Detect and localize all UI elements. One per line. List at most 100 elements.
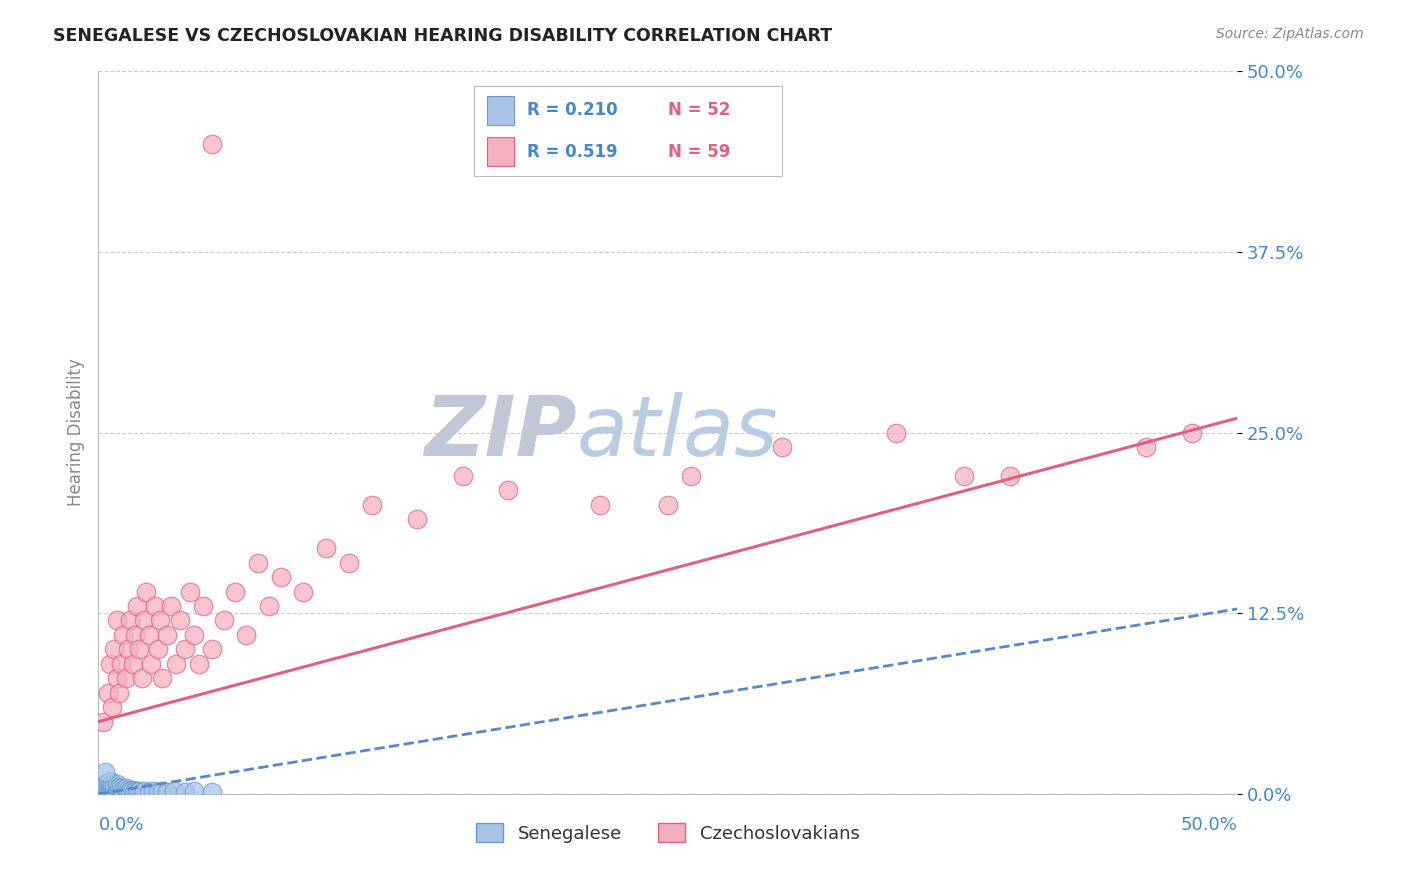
Point	[998, 469, 1021, 483]
Point	[114, 781, 136, 796]
Point	[235, 628, 257, 642]
Point	[98, 785, 121, 799]
Point	[150, 671, 173, 685]
Point	[149, 614, 172, 628]
Y-axis label: Hearing Disability: Hearing Disability	[66, 359, 84, 507]
Point	[179, 584, 201, 599]
Point	[108, 785, 131, 799]
Point	[94, 785, 117, 799]
Point	[224, 584, 246, 599]
Point	[150, 784, 173, 798]
Point	[117, 785, 139, 799]
Point	[98, 657, 121, 671]
Point	[183, 628, 205, 642]
Point	[246, 556, 269, 570]
Point	[127, 599, 149, 613]
Point	[90, 780, 112, 794]
Point	[110, 784, 132, 798]
Point	[315, 541, 337, 556]
Point	[131, 671, 153, 685]
Point	[588, 498, 610, 512]
Point	[884, 425, 907, 440]
Point	[187, 657, 209, 671]
Point	[270, 570, 292, 584]
Point	[135, 584, 157, 599]
Point	[117, 642, 139, 657]
Point	[96, 784, 118, 798]
Point	[201, 785, 224, 799]
Point	[132, 784, 155, 798]
Point	[98, 782, 121, 797]
Point	[139, 657, 162, 671]
Point	[101, 700, 124, 714]
Point	[110, 657, 132, 671]
Point	[156, 785, 179, 799]
Point	[120, 614, 142, 628]
Point	[96, 775, 118, 789]
Point	[90, 782, 112, 797]
Point	[91, 778, 114, 792]
Point	[103, 778, 125, 792]
Point	[101, 777, 124, 791]
Point	[169, 614, 191, 628]
Point	[124, 784, 146, 798]
Point	[112, 628, 135, 642]
Point	[112, 785, 135, 799]
Legend: Senegalese, Czechoslovakians: Senegalese, Czechoslovakians	[470, 816, 866, 850]
Point	[103, 785, 125, 799]
Point	[212, 614, 235, 628]
Point	[98, 778, 121, 792]
Point	[156, 628, 179, 642]
Text: atlas: atlas	[576, 392, 779, 473]
Point	[162, 784, 184, 798]
Point	[105, 777, 128, 791]
Point	[128, 642, 150, 657]
Point	[120, 784, 142, 798]
Point	[101, 784, 124, 798]
Point	[292, 584, 315, 599]
Point	[201, 642, 224, 657]
Point	[96, 686, 118, 700]
Point	[110, 781, 132, 796]
Point	[183, 784, 205, 798]
Point	[142, 784, 165, 798]
Point	[121, 657, 143, 671]
Point	[96, 780, 118, 794]
Point	[193, 599, 215, 613]
Point	[770, 440, 793, 454]
Point	[124, 628, 146, 642]
Point	[127, 785, 149, 799]
Point	[1181, 425, 1204, 440]
Point	[145, 599, 167, 613]
Point	[138, 785, 160, 799]
Text: Source: ZipAtlas.com: Source: ZipAtlas.com	[1216, 27, 1364, 41]
Point	[105, 781, 128, 796]
Point	[337, 556, 360, 570]
Point	[679, 469, 702, 483]
Text: 50.0%: 50.0%	[1181, 816, 1237, 834]
Point	[128, 784, 150, 798]
Text: 0.0%: 0.0%	[98, 816, 143, 834]
Point	[201, 136, 224, 151]
Point	[953, 469, 976, 483]
Point	[117, 782, 139, 797]
Point	[94, 765, 117, 780]
Point	[108, 782, 131, 797]
Point	[174, 785, 197, 799]
Point	[121, 782, 143, 797]
Point	[657, 498, 679, 512]
Point	[451, 469, 474, 483]
Point	[174, 642, 197, 657]
Point	[498, 483, 520, 498]
Point	[108, 780, 131, 794]
Point	[105, 784, 128, 798]
Point	[121, 785, 143, 799]
Point	[146, 642, 169, 657]
Point	[131, 785, 153, 799]
Point	[406, 512, 429, 526]
Point	[91, 714, 114, 729]
Text: ZIP: ZIP	[425, 392, 576, 473]
Point	[160, 599, 183, 613]
Point	[146, 785, 169, 799]
Point	[103, 782, 125, 797]
